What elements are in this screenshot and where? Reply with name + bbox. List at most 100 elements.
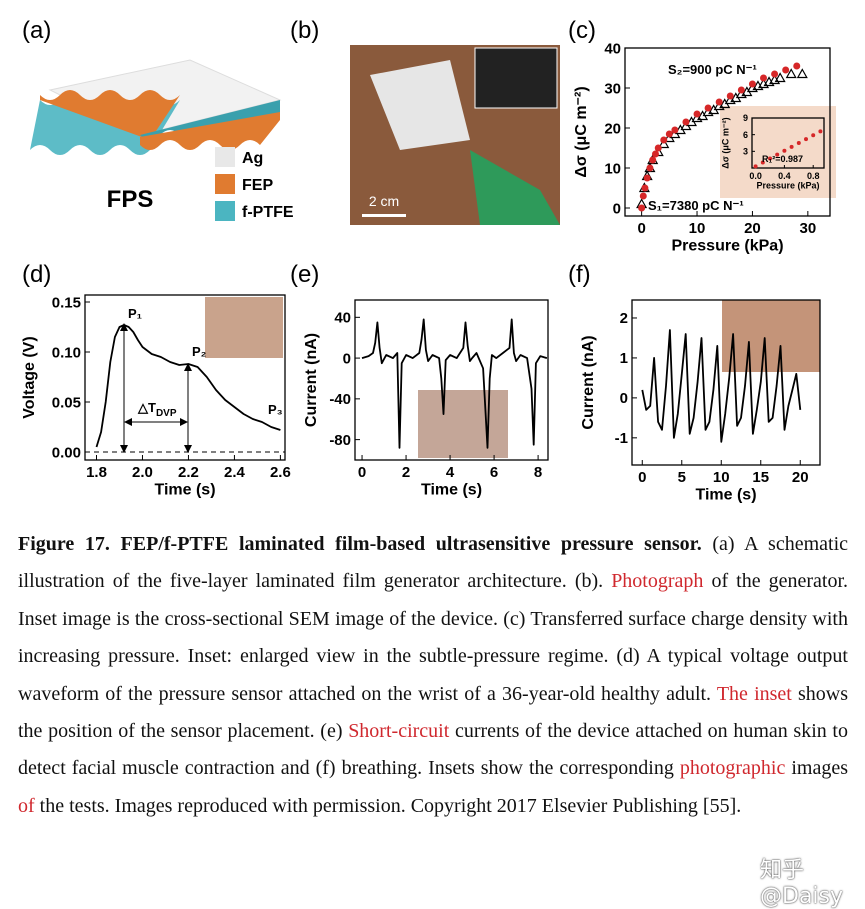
scale-bar-label: 2 cm	[369, 193, 399, 209]
y-tick-label: 20	[604, 120, 621, 137]
y-tick-label: 2	[620, 310, 628, 327]
annotation: P₂	[192, 344, 207, 359]
triangle-marker	[774, 72, 786, 83]
circle-marker	[760, 74, 768, 82]
annotation-text: S₁=7380 pC N⁻¹	[648, 198, 744, 213]
plot-frame	[354, 299, 549, 461]
circle-marker	[660, 136, 668, 144]
circle-marker	[760, 160, 765, 165]
fps-title: FPS	[107, 186, 154, 213]
circle-marker	[654, 144, 662, 152]
x-tick-label: 0	[638, 469, 646, 486]
figure-caption: Figure 17. FEP/f-PTFE laminated film-bas…	[18, 526, 848, 825]
caption-run: images	[785, 757, 848, 780]
panel-label: (d)	[22, 261, 51, 288]
annotation-subscript: DVP	[156, 408, 177, 419]
y-tick-label: 0	[343, 350, 351, 367]
x-tick-label: 8	[534, 464, 542, 481]
panel-label: (c)	[568, 17, 596, 44]
y-tick-label: -40	[329, 391, 351, 408]
x-tick-label: 20	[792, 469, 809, 486]
y-tick-label: 0	[613, 200, 621, 217]
y-tick-label: 3	[743, 146, 748, 156]
y-tick-label: 40	[334, 310, 351, 327]
annotation: △TDVP	[137, 400, 177, 419]
circle-marker	[737, 86, 745, 94]
line	[641, 329, 802, 443]
x-tick-label: 6	[490, 464, 498, 481]
y-axis-label: Current (nA)	[580, 335, 597, 429]
circle-marker	[715, 98, 723, 106]
caption-run: Figure 17. FEP/f-PTFE laminated film-bas…	[18, 533, 702, 555]
x-axis-label: Pressure (kPa)	[671, 238, 783, 255]
legend: Ag FEP f-PTFE	[215, 147, 294, 221]
annotation-text: △T	[137, 400, 156, 415]
x-tick-label: 2.2	[178, 464, 199, 481]
y-tick-label: 0	[620, 390, 628, 407]
legend-label: FEP	[242, 177, 273, 194]
triangle-marker	[796, 68, 808, 79]
line	[95, 324, 281, 448]
circle-marker	[641, 184, 649, 192]
circle-marker	[646, 164, 654, 172]
legend-swatch	[215, 201, 235, 221]
circle-marker	[789, 144, 794, 149]
x-tick-label: 15	[752, 469, 769, 486]
annotation: R₁²=0.987	[762, 154, 803, 164]
circle-marker	[649, 156, 657, 164]
y-tick-label: 0.00	[52, 444, 81, 461]
circle-marker	[771, 70, 779, 78]
x-tick-label: 2.0	[132, 464, 153, 481]
panel-label: (b)	[290, 17, 319, 44]
legend-swatch	[215, 147, 235, 167]
x-tick-label: 2.4	[224, 464, 246, 481]
circle-marker	[682, 118, 690, 126]
inset-background	[720, 106, 836, 198]
x-tick-label: 0.8	[807, 171, 820, 181]
circle-marker	[671, 126, 679, 134]
photo-glove	[470, 150, 560, 225]
x-tick-label: 0.0	[749, 171, 762, 181]
circle-marker	[775, 152, 780, 157]
y-axis-label: Current (nA)	[303, 333, 320, 427]
circle-marker	[818, 129, 823, 134]
x-tick-label: 20	[744, 220, 761, 237]
caption-run: shows the position of the sensor placeme…	[18, 682, 849, 743]
y-tick-label: 40	[604, 40, 621, 57]
x-tick-label: 0.4	[778, 171, 791, 181]
annotation: P₃	[268, 402, 283, 417]
x-tick-label: 2	[402, 464, 410, 481]
caption-run: The inset	[716, 682, 792, 705]
y-tick-label: 0.05	[52, 394, 81, 411]
y-tick-label: 9	[743, 113, 748, 123]
y-tick-label: -1	[615, 430, 628, 447]
caption-run: of	[18, 794, 35, 817]
circle-marker	[651, 150, 659, 158]
x-tick-label: 10	[713, 469, 730, 486]
plot-frame	[624, 47, 831, 217]
x-axis-label: Time (s)	[421, 482, 482, 499]
x-tick-label: 0	[358, 464, 366, 481]
circle-marker	[748, 80, 756, 88]
annotation-text: S₂=900 pC N⁻¹	[668, 62, 757, 77]
circle-marker	[768, 156, 772, 161]
circle-marker	[665, 130, 673, 138]
circle-marker	[796, 141, 801, 145]
y-tick-label: 0.10	[52, 344, 81, 361]
y-axis-label: Δσ (μC m⁻²)	[573, 86, 590, 177]
x-tick-label: 30	[799, 220, 816, 237]
circle-marker	[726, 92, 734, 100]
triangle-marker	[658, 138, 670, 149]
annotation-text: P₂	[192, 344, 207, 359]
circle-marker	[811, 133, 816, 138]
photo-inset	[418, 390, 508, 458]
y-tick-label: 30	[604, 80, 621, 97]
x-tick-label: 0	[637, 220, 645, 237]
sem-inset	[474, 47, 558, 109]
x-tick-label: 4	[446, 464, 455, 481]
circle-marker	[753, 164, 758, 169]
line	[361, 318, 548, 449]
circle-marker	[639, 192, 647, 200]
circle-marker	[704, 104, 712, 112]
